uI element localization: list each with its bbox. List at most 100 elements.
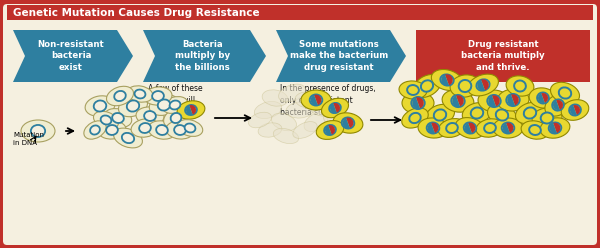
Ellipse shape [541,113,553,124]
Ellipse shape [90,125,100,135]
Ellipse shape [101,116,112,124]
Ellipse shape [127,86,153,102]
Ellipse shape [464,123,476,134]
Ellipse shape [329,103,341,113]
Ellipse shape [455,118,485,138]
Ellipse shape [85,96,115,116]
Ellipse shape [493,118,523,138]
Ellipse shape [156,125,168,135]
Wedge shape [452,96,460,107]
Ellipse shape [98,121,126,139]
Ellipse shape [185,124,196,132]
Wedge shape [314,95,322,105]
Ellipse shape [545,94,571,116]
Wedge shape [325,125,332,135]
Ellipse shape [127,100,139,112]
FancyBboxPatch shape [3,4,597,245]
Polygon shape [143,30,266,82]
Ellipse shape [304,113,328,131]
Ellipse shape [529,125,541,135]
Ellipse shape [552,99,564,111]
Wedge shape [553,100,560,110]
Ellipse shape [274,128,299,144]
Ellipse shape [113,128,142,148]
Ellipse shape [258,123,282,137]
Ellipse shape [248,112,272,128]
Ellipse shape [561,100,589,120]
Ellipse shape [506,76,534,96]
Ellipse shape [333,113,363,133]
Ellipse shape [450,75,480,97]
Ellipse shape [139,123,151,133]
Ellipse shape [122,133,134,143]
Ellipse shape [136,107,164,125]
Wedge shape [507,95,515,106]
Ellipse shape [497,89,529,111]
Ellipse shape [446,123,458,133]
Ellipse shape [515,102,545,124]
Wedge shape [464,123,472,133]
FancyBboxPatch shape [416,30,590,82]
Ellipse shape [144,87,172,105]
Ellipse shape [84,121,106,139]
Ellipse shape [484,123,496,133]
Ellipse shape [21,120,55,142]
Wedge shape [343,118,350,128]
Ellipse shape [112,113,124,123]
Ellipse shape [106,125,118,135]
Ellipse shape [434,109,446,121]
Polygon shape [276,30,406,82]
Ellipse shape [409,113,421,123]
Wedge shape [186,105,193,115]
Ellipse shape [427,123,439,133]
Ellipse shape [425,104,455,126]
Ellipse shape [301,90,331,110]
Ellipse shape [559,87,571,99]
Ellipse shape [529,88,557,108]
Ellipse shape [322,98,349,118]
Ellipse shape [438,119,466,137]
Ellipse shape [271,113,296,131]
Ellipse shape [177,120,203,136]
Wedge shape [330,103,337,113]
Ellipse shape [106,86,134,106]
Ellipse shape [310,94,322,105]
Ellipse shape [262,90,288,106]
Wedge shape [333,103,340,113]
Ellipse shape [158,99,170,111]
Ellipse shape [118,95,148,117]
Ellipse shape [148,121,176,139]
Ellipse shape [478,90,510,112]
Ellipse shape [462,103,492,124]
Wedge shape [511,94,519,105]
Ellipse shape [174,125,186,135]
Ellipse shape [413,75,441,97]
Text: Mutation
in DNA: Mutation in DNA [13,132,44,146]
Wedge shape [492,95,500,106]
Ellipse shape [149,94,179,115]
Ellipse shape [399,81,427,99]
Ellipse shape [402,92,434,114]
Wedge shape [428,123,435,133]
Ellipse shape [134,90,145,98]
Ellipse shape [310,100,334,116]
Ellipse shape [166,121,194,139]
Text: Genetic Mutation Causes Drug Resistance: Genetic Mutation Causes Drug Resistance [13,8,260,18]
Text: Some mutations
make the bacterium
drug resistant: Some mutations make the bacterium drug r… [290,40,388,72]
Ellipse shape [418,118,448,138]
Ellipse shape [94,111,119,129]
Wedge shape [456,95,464,106]
Wedge shape [550,123,557,133]
Ellipse shape [550,82,580,104]
Text: Bacteria
multiply by
the billions: Bacteria multiply by the billions [175,40,230,72]
Text: Non-resistant
bacteria
exist: Non-resistant bacteria exist [38,40,104,72]
Ellipse shape [471,107,483,119]
Wedge shape [488,96,496,107]
Ellipse shape [476,79,490,91]
Ellipse shape [459,80,471,92]
Ellipse shape [295,92,321,108]
Ellipse shape [496,109,508,121]
Ellipse shape [31,125,45,137]
Wedge shape [311,95,318,105]
Ellipse shape [440,74,454,86]
